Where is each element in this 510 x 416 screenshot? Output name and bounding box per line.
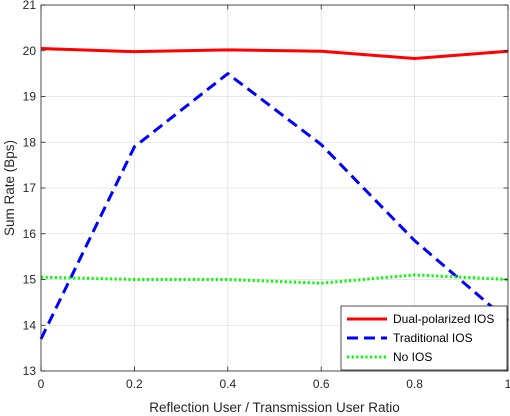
series-lines <box>39 46 509 340</box>
x-tick-label: 0 <box>38 377 45 391</box>
x-tick-label: 0.4 <box>219 377 236 391</box>
legend: Dual-polarized IOS Traditional IOS No IOS <box>340 305 508 371</box>
legend-label-traditional-ios: Traditional IOS <box>393 331 473 345</box>
x-axis-label: Reflection User / Transmission User Rati… <box>149 400 400 415</box>
y-tick-label: 21 <box>23 0 37 12</box>
y-tick-label: 19 <box>23 90 37 104</box>
series-line-dual-polarized-ios <box>40 46 509 61</box>
legend-label-no-ios: No IOS <box>393 350 432 364</box>
y-tick-label: 14 <box>23 318 37 332</box>
x-tick-label: 0.2 <box>126 377 143 391</box>
axis-ticks: 0 0.2 0.4 0.6 0.8 1 13 14 15 16 17 18 19 20 21 <box>23 0 510 391</box>
x-tick-label: 0.6 <box>313 377 330 391</box>
series-line-traditional-ios <box>39 72 509 340</box>
y-tick-label: 18 <box>23 135 37 149</box>
y-tick-label: 20 <box>23 44 37 58</box>
x-tick-label: 0.8 <box>406 377 423 391</box>
y-tick-label: 15 <box>23 273 37 287</box>
x-tick-label: 1 <box>505 377 510 391</box>
legend-label-dual-polarized-ios: Dual-polarized IOS <box>393 312 494 326</box>
y-tick-label: 16 <box>23 227 37 241</box>
y-axis-label: Sum Rate (Bps) <box>2 140 17 236</box>
y-tick-label: 13 <box>23 364 37 378</box>
y-tick-label: 17 <box>23 181 37 195</box>
